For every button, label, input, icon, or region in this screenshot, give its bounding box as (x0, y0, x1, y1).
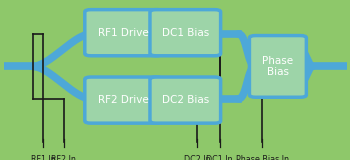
FancyBboxPatch shape (85, 10, 162, 56)
Text: Phase
Bias: Phase Bias (262, 56, 293, 77)
Text: RF2 In: RF2 In (51, 155, 76, 160)
FancyBboxPatch shape (250, 36, 306, 97)
FancyBboxPatch shape (150, 77, 220, 123)
Text: Phase Bias In: Phase Bias In (236, 155, 289, 160)
Text: RF1 In: RF1 In (30, 155, 55, 160)
FancyBboxPatch shape (150, 10, 220, 56)
Text: DC2 Bias: DC2 Bias (162, 95, 209, 105)
Text: DC1 In: DC1 In (206, 155, 233, 160)
Text: RF1 Drive: RF1 Drive (98, 28, 149, 38)
Text: DC1 Bias: DC1 Bias (162, 28, 209, 38)
FancyBboxPatch shape (85, 77, 162, 123)
Text: DC2 In: DC2 In (184, 155, 211, 160)
Text: RF2 Drive: RF2 Drive (98, 95, 149, 105)
